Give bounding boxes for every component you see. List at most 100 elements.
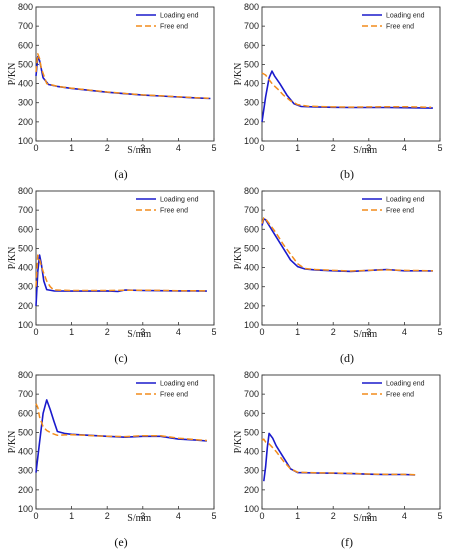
chart-panel-4: 100 200 300 400 500 600 700 800 0 1 2 3 4 5 S/mm P/KN Lo… bbox=[233, 186, 443, 365]
y-tick-label: 700 bbox=[244, 21, 259, 31]
y-tick-label: 500 bbox=[244, 427, 259, 437]
chart-panel-2: 100 200 300 400 500 600 700 800 0 1 2 3 4 5 S/mm P/KN Lo… bbox=[233, 2, 443, 181]
y-tick-label: 200 bbox=[244, 485, 259, 495]
legend-entry: Loading end bbox=[160, 381, 199, 388]
legend-entry: Free end bbox=[160, 392, 188, 399]
y-tick-label: 600 bbox=[18, 40, 33, 50]
y-tick-label: 300 bbox=[244, 466, 259, 476]
y-tick-label: 600 bbox=[18, 408, 33, 418]
y-tick-label: 600 bbox=[18, 224, 33, 234]
legend-entry: Loading end bbox=[160, 197, 199, 204]
x-axis-label: S/mm bbox=[127, 329, 151, 340]
chart-panel-3: 100 200 300 400 500 600 700 800 0 1 2 3 4 5 S/mm P/KN Lo… bbox=[7, 186, 217, 365]
chart-panel-5: 100 200 300 400 500 600 700 800 0 1 2 3 4 5 S/mm P/KN Lo… bbox=[7, 370, 217, 549]
legend-entry: Loading end bbox=[160, 13, 199, 20]
x-tick-label: 5 bbox=[211, 143, 216, 153]
loading-end-line bbox=[35, 399, 207, 473]
y-tick-label: 200 bbox=[18, 117, 33, 127]
legend-entry: Free end bbox=[386, 392, 414, 399]
x-tick-label: 4 bbox=[402, 511, 407, 521]
y-axis-label: P/KN bbox=[7, 431, 18, 454]
panel-caption: (a) bbox=[114, 167, 127, 181]
y-tick-label: 700 bbox=[244, 389, 259, 399]
panel-caption: (d) bbox=[340, 351, 354, 365]
x-tick-label: 1 bbox=[295, 511, 300, 521]
y-tick-label: 500 bbox=[244, 243, 259, 253]
x-tick-label: 2 bbox=[105, 143, 110, 153]
y-tick-label: 100 bbox=[18, 136, 33, 146]
y-tick-label: 300 bbox=[244, 282, 259, 292]
panel-caption: (b) bbox=[340, 167, 354, 181]
y-tick-label: 200 bbox=[244, 301, 259, 311]
y-tick-label: 700 bbox=[244, 205, 259, 215]
y-tick-label: 400 bbox=[18, 263, 33, 273]
x-axis-label: S/mm bbox=[353, 329, 377, 340]
x-tick-label: 5 bbox=[437, 511, 442, 521]
y-axis-label: P/KN bbox=[233, 431, 244, 454]
x-tick-label: 3 bbox=[366, 511, 371, 521]
y-tick-label: 500 bbox=[244, 59, 259, 69]
x-tick-label: 3 bbox=[366, 327, 371, 337]
free-end-line bbox=[261, 438, 416, 476]
y-axis-label: P/KN bbox=[7, 63, 18, 86]
x-tick-label: 3 bbox=[140, 327, 145, 337]
y-tick-label: 800 bbox=[244, 186, 259, 196]
y-tick-label: 200 bbox=[18, 301, 33, 311]
legend-entry: Loading end bbox=[386, 381, 425, 388]
x-tick-label: 2 bbox=[331, 327, 336, 337]
y-axis-label: P/KN bbox=[233, 63, 244, 86]
y-axis-label: P/KN bbox=[7, 247, 18, 270]
y-tick-label: 500 bbox=[18, 59, 33, 69]
legend-entry: Loading end bbox=[386, 13, 425, 20]
y-tick-label: 600 bbox=[244, 408, 259, 418]
y-tick-label: 200 bbox=[244, 117, 259, 127]
legend-entry: Free end bbox=[386, 24, 414, 31]
panel-caption: (f) bbox=[341, 535, 353, 549]
x-tick-label: 1 bbox=[69, 327, 74, 337]
loading-end-line bbox=[261, 70, 433, 123]
x-axis-label: S/mm bbox=[353, 513, 377, 524]
y-axis-label: P/KN bbox=[233, 247, 244, 270]
y-tick-label: 700 bbox=[18, 21, 33, 31]
plot-frame bbox=[261, 6, 441, 142]
free-end-line bbox=[35, 53, 209, 100]
x-axis-label: S/mm bbox=[127, 145, 151, 156]
legend-entry: Free end bbox=[160, 208, 188, 215]
x-tick-label: 0 bbox=[33, 511, 38, 521]
legend-entry: Free end bbox=[386, 208, 414, 215]
y-tick-label: 100 bbox=[244, 136, 259, 146]
loading-end-line bbox=[35, 56, 211, 100]
y-tick-label: 600 bbox=[244, 224, 259, 234]
y-tick-label: 300 bbox=[18, 282, 33, 292]
x-tick-label: 2 bbox=[105, 327, 110, 337]
plot-frame bbox=[261, 374, 441, 510]
y-tick-label: 100 bbox=[244, 320, 259, 330]
x-tick-label: 0 bbox=[33, 327, 38, 337]
x-tick-label: 0 bbox=[259, 327, 264, 337]
y-tick-label: 600 bbox=[244, 40, 259, 50]
y-tick-label: 400 bbox=[244, 79, 259, 89]
legend-entry: Free end bbox=[160, 24, 188, 31]
chart-panel-1: 100 200 300 400 500 600 700 800 0 1 2 3 4 5 S/mm P/KN Lo… bbox=[7, 2, 217, 181]
y-tick-label: 100 bbox=[244, 504, 259, 514]
y-tick-label: 200 bbox=[18, 485, 33, 495]
y-tick-label: 300 bbox=[18, 466, 33, 476]
y-tick-label: 500 bbox=[18, 427, 33, 437]
x-tick-label: 1 bbox=[69, 143, 74, 153]
x-tick-label: 4 bbox=[402, 143, 407, 153]
y-tick-label: 100 bbox=[18, 320, 33, 330]
y-tick-label: 400 bbox=[18, 79, 33, 89]
x-tick-label: 5 bbox=[211, 327, 216, 337]
y-tick-label: 800 bbox=[244, 370, 259, 380]
x-tick-label: 1 bbox=[69, 511, 74, 521]
y-tick-label: 800 bbox=[18, 2, 33, 12]
free-end-line bbox=[261, 72, 432, 109]
x-tick-label: 5 bbox=[211, 511, 216, 521]
x-tick-label: 1 bbox=[295, 143, 300, 153]
plot-frame bbox=[35, 190, 215, 326]
y-tick-label: 500 bbox=[18, 243, 33, 253]
x-tick-label: 2 bbox=[105, 511, 110, 521]
x-axis-label: S/mm bbox=[127, 513, 151, 524]
panel-caption: (e) bbox=[114, 535, 127, 549]
